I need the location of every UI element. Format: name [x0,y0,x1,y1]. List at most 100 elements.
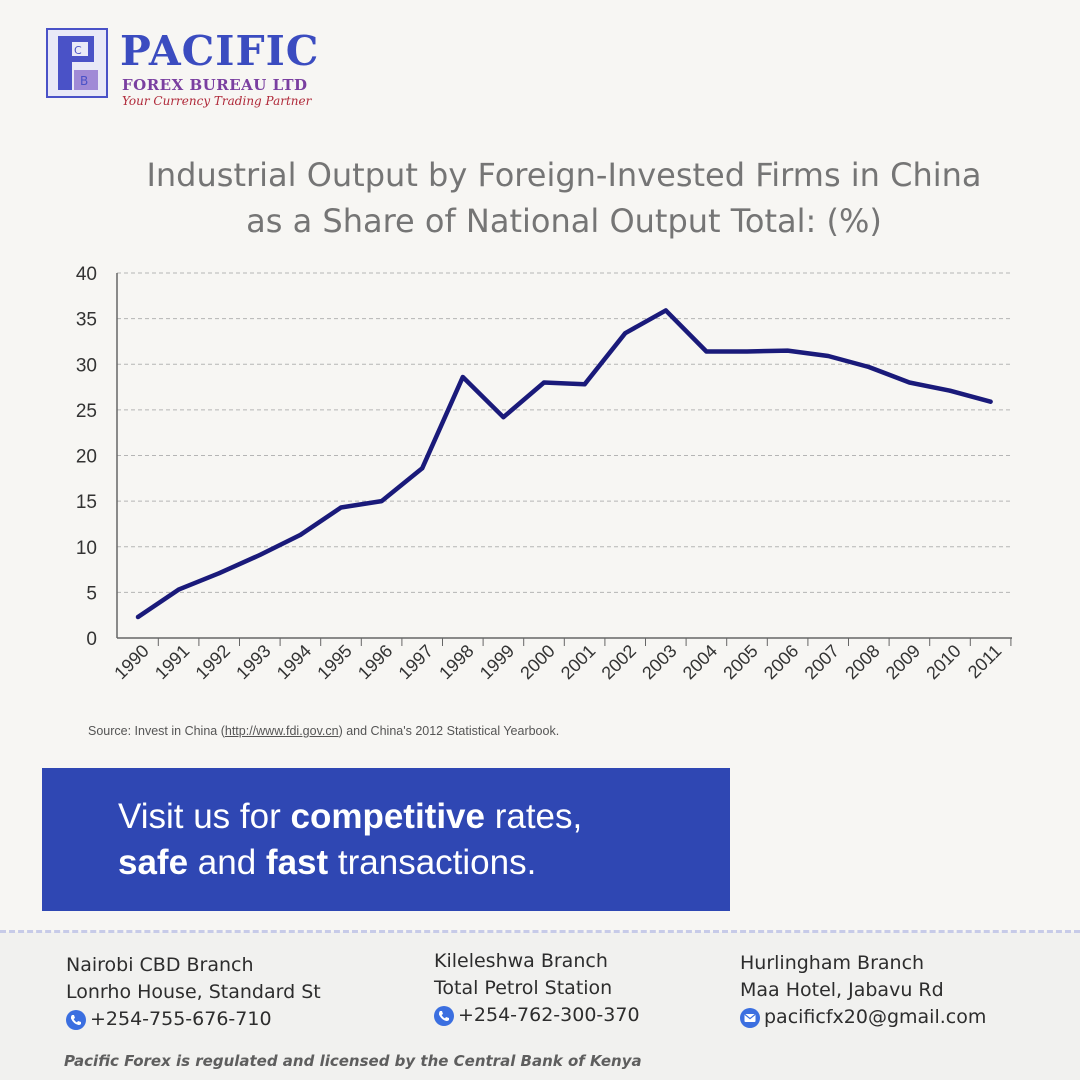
data-point [988,399,993,404]
data-point [826,354,831,359]
banner-line-2: safe and fast transactions. [118,840,730,886]
banner-line-1: Visit us for competitive rates, [118,794,730,840]
banner-text: and [188,843,266,882]
banner-text: Visit us for [118,797,291,836]
chart-title: Industrial Output by Foreign-Invested Fi… [110,152,1018,244]
footer [0,932,1080,1080]
branch-address: Lonrho House, Standard St [66,981,321,1003]
banner-bold: fast [265,843,329,882]
chart-title-line-2: as a Share of National Output Total: (%) [246,202,882,240]
data-point [663,308,668,313]
data-point [379,499,384,504]
y-tick-label: 30 [76,355,97,376]
y-tick-label: 35 [76,310,97,331]
branch-address: Total Petrol Station [434,977,613,999]
data-point [948,388,952,393]
brand-logo: C B PACIFIC FOREX BUREAU LTD Your Curren… [46,28,346,112]
data-point [420,466,425,471]
branch-name: Kileleshwa Branch [434,950,608,972]
banner-bold: competitive [290,797,485,836]
brand-subtitle: FOREX BUREAU LTD [122,76,308,94]
x-tick-label: 1998 [435,641,477,683]
x-tick-label: 2009 [882,641,924,683]
svg-text:C: C [74,44,82,57]
data-point [866,364,871,369]
source-suffix: ) and China's 2012 Statistical Yearbook. [338,724,560,738]
banner-text: transactions. [328,843,537,882]
data-point [257,552,262,557]
branch-address: Maa Hotel, Jabavu Rd [740,979,944,1001]
y-tick-label: 15 [76,492,97,513]
data-point [542,380,546,385]
data-point [501,415,506,420]
series-line [135,308,993,620]
data-point [460,375,465,380]
x-tick-label: 2011 [964,641,1006,683]
brand-tagline: Your Currency Trading Partner [122,94,312,108]
x-tick-label: 2007 [801,641,843,683]
x-tick-label: 2003 [638,641,680,683]
x-tick-label: 1997 [395,641,437,683]
branch-contact[interactable]: +254-755-676-710 [66,1006,321,1033]
x-tick-label: 1996 [354,641,396,683]
data-point [623,331,628,336]
source-prefix: Source: Invest in China ( [88,724,225,738]
data-point [136,615,140,620]
data-point [582,382,587,387]
y-tick-label: 40 [76,264,97,285]
phone-icon [434,1005,454,1026]
branch-email[interactable]: pacificfx20@gmail.com [764,1006,987,1028]
x-tick-label: 2004 [679,641,721,683]
brand-name: PACIFIC [120,27,320,75]
y-tick-label: 10 [76,538,97,559]
data-point [217,571,222,576]
x-tick-label: 2000 [516,641,558,683]
y-tick-label: 5 [86,583,97,604]
phone-icon [66,1009,86,1030]
x-tick-label: 2006 [760,641,802,683]
data-point [704,349,709,354]
data-point [745,349,749,354]
x-tick-label: 2005 [719,641,761,683]
promo-banner: Visit us for competitive rates, safe and… [42,768,730,911]
branch-kileleshwa: Kileleshwa Branch Total Petrol Station +… [434,948,640,1029]
x-tick-label: 2008 [841,641,883,683]
x-tick-label: 1993 [232,641,274,683]
x-tick-label: 2010 [922,641,964,683]
data-point [176,587,181,592]
data-point [785,348,790,353]
source-link[interactable]: http://www.fdi.gov.cn [224,724,339,738]
x-tick-label: 1991 [151,641,193,683]
y-tick-label: 0 [86,629,97,650]
banner-text: rates, [484,797,583,836]
logo-icon: C B [46,28,108,98]
chart-source: Source: Invest in China (http://www.fdi.… [88,724,559,738]
chart-title-line-1: Industrial Output by Foreign-Invested Fi… [146,156,982,194]
x-tick-label: 2002 [598,641,640,683]
branch-name: Hurlingham Branch [740,952,925,974]
branch-phone[interactable]: +254-755-676-710 [90,1008,272,1030]
data-point [298,532,303,537]
branch-nairobi-cbd: Nairobi CBD Branch Lonrho House, Standar… [66,952,321,1033]
footer-divider [0,930,1080,933]
branch-phone[interactable]: +254-762-300-370 [458,1004,640,1026]
y-tick-label: 20 [76,447,97,468]
data-point [907,380,912,385]
banner-bold: safe [118,843,189,882]
y-tick-label: 25 [76,401,97,422]
branch-contact[interactable]: pacificfx20@gmail.com [740,1004,986,1031]
x-tick-label: 2001 [557,641,599,683]
branch-name: Nairobi CBD Branch [66,954,254,976]
branch-contact[interactable]: +254-762-300-370 [434,1002,640,1029]
svg-text:B: B [80,74,88,88]
x-tick-label: 1995 [313,641,355,683]
branch-hurlingham: Hurlingham Branch Maa Hotel, Jabavu Rd p… [740,950,986,1031]
x-tick-label: 1992 [192,641,234,683]
x-tick-label: 1999 [476,641,518,683]
x-tick-label: 1994 [273,641,315,683]
data-point [339,505,343,510]
x-tick-label: 1990 [110,641,152,683]
email-icon [740,1007,760,1028]
regulation-notice: Pacific Forex is regulated and licensed … [64,1052,642,1070]
